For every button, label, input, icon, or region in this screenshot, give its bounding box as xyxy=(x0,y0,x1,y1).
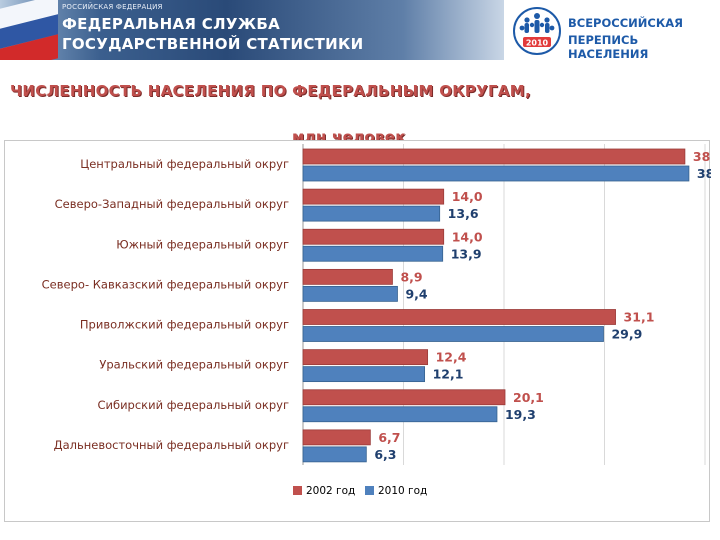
legend-label-2002: 2002 год xyxy=(306,485,355,497)
bar-2002 xyxy=(302,389,506,406)
service-name-line2: ГОСУДАРСТВЕННОЙ СТАТИСТИКИ xyxy=(62,35,364,53)
service-name-line1: ФЕДЕРАЛЬНАЯ СЛУЖБА xyxy=(62,15,280,33)
bar-2002 xyxy=(302,188,445,205)
data-label-2010: 38,4 xyxy=(697,166,711,181)
census-logo-icon: 2010 xyxy=(513,7,561,55)
category-label: Сибирский федеральный округ xyxy=(97,398,289,412)
category-label: Северо-Западный федеральный округ xyxy=(55,197,289,211)
data-label-2002: 12,4 xyxy=(436,350,467,365)
census-logo-block: 2010 ВСЕРОССИЙСКАЯ ПЕРЕПИСЬ НАСЕЛЕНИЯ xyxy=(504,0,720,66)
population-bar-chart: Центральный федеральный округ 38,0 38,4 Сев… xyxy=(42,144,711,497)
bar-2010 xyxy=(302,406,498,423)
russian-flag-icon xyxy=(0,0,58,60)
legend-swatch-2002 xyxy=(293,486,302,495)
bar-2002 xyxy=(302,349,429,366)
census-title-line2: ПЕРЕПИСЬ НАСЕЛЕНИЯ xyxy=(568,33,649,61)
data-label-2002: 14,0 xyxy=(452,229,483,244)
bar-2010 xyxy=(302,165,690,182)
slide-title-line1: ЧИСЛЕННОСТЬ НАСЕЛЕНИЯ ПО ФЕДЕРАЛЬНЫМ ОКР… xyxy=(10,82,532,100)
chart-panel: Центральный федеральный округ 38,0 38,4 Сев… xyxy=(4,140,711,522)
bar-2010 xyxy=(302,366,426,383)
data-label-2010: 13,9 xyxy=(451,246,482,261)
data-label-2002: 6,7 xyxy=(378,430,400,445)
data-label-2010: 19,3 xyxy=(505,407,536,422)
bar-2010 xyxy=(302,326,604,342)
category-label: Уральский федеральный округ xyxy=(99,358,289,372)
data-label-2010: 12,1 xyxy=(433,367,464,382)
data-label-2010: 29,9 xyxy=(611,327,642,342)
bar-2010 xyxy=(302,446,367,463)
data-label-2010: 6,3 xyxy=(374,447,396,462)
data-label-2010: 13,6 xyxy=(448,206,479,221)
bar-2002 xyxy=(302,148,686,165)
legend-swatch-2010 xyxy=(365,486,374,495)
bar-2010 xyxy=(302,245,444,262)
category-label: Приволжский федеральный округ xyxy=(80,318,289,332)
category-label: Дальневосточный федеральный округ xyxy=(54,438,289,452)
census-year-label: 2010 xyxy=(526,39,549,48)
category-label: Центральный федеральный округ xyxy=(80,157,289,171)
legend-label-2010: 2010 год xyxy=(378,485,427,497)
data-label-2002: 20,1 xyxy=(513,390,544,405)
federation-label: РОССИЙСКАЯ ФЕДЕРАЦИЯ xyxy=(62,3,163,11)
data-label-2002: 31,1 xyxy=(624,310,655,325)
bar-2002 xyxy=(302,309,616,325)
header-banner: РОССИЙСКАЯ ФЕДЕРАЦИЯ ФЕДЕРАЛЬНАЯ СЛУЖБА … xyxy=(0,0,504,60)
category-label: Северо- Кавказский федеральный округ xyxy=(42,277,289,291)
data-label-2002: 8,9 xyxy=(400,269,422,284)
bar-2010 xyxy=(302,285,398,302)
bar-2002 xyxy=(302,429,371,446)
census-title-line1: ВСЕРОССИЙСКАЯ xyxy=(568,16,683,30)
data-label-2002: 38,0 xyxy=(693,149,711,164)
bar-2010 xyxy=(302,205,441,222)
bar-2002 xyxy=(302,228,445,245)
data-label-2002: 14,0 xyxy=(452,189,483,204)
bar-2002 xyxy=(302,268,393,285)
category-label: Южный федеральный округ xyxy=(116,237,289,251)
data-label-2010: 9,4 xyxy=(405,286,427,301)
